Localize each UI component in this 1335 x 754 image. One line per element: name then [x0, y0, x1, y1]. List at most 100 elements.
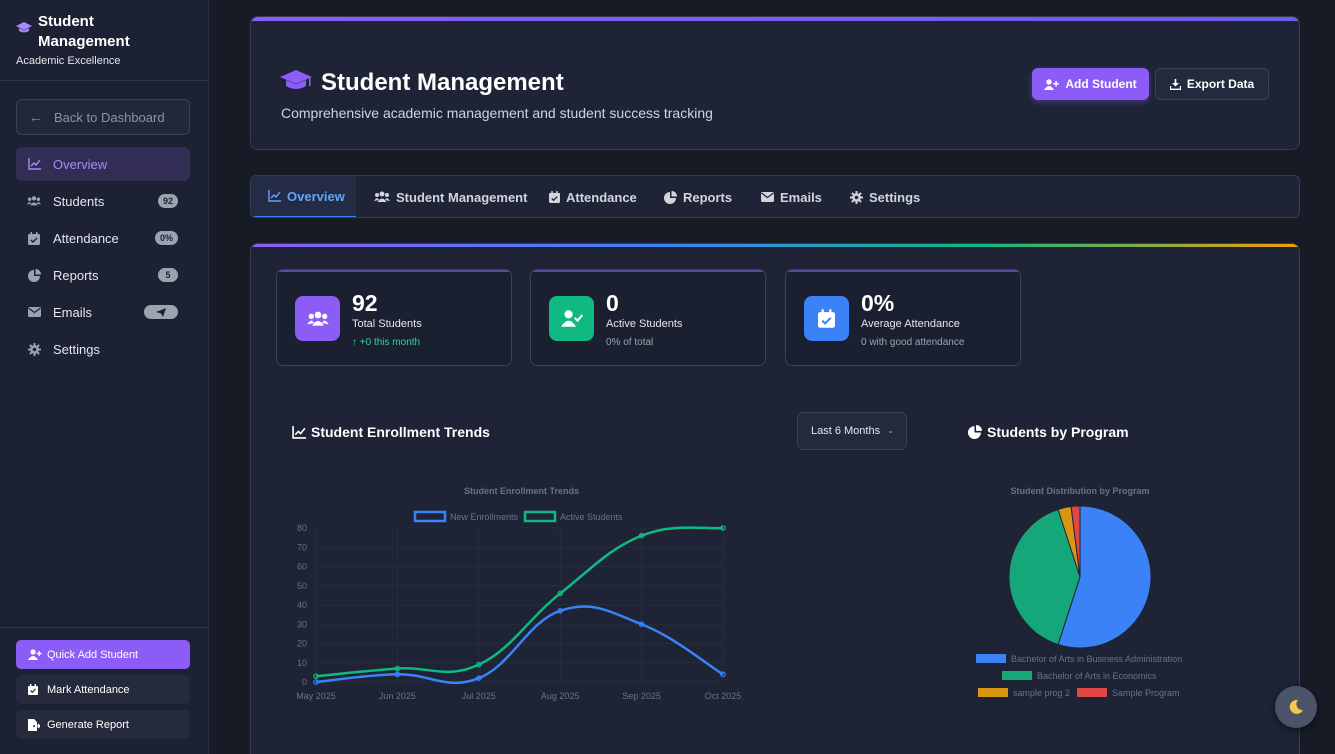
envelope-icon	[27, 305, 41, 319]
stat-note: 0% of total	[606, 337, 654, 348]
arrow-left-icon: ←	[29, 109, 43, 125]
chart-title: Student Enrollment Trends	[464, 486, 579, 496]
stat-label: Total Students	[352, 318, 422, 330]
count-badge: 92	[157, 194, 178, 208]
pie-slice	[1070, 505, 1081, 578]
count-badge: 5	[158, 268, 178, 282]
x-tick-label: Sep 2025	[622, 691, 661, 701]
stat-card-active-students: 0 Active Students 0% of total	[530, 269, 766, 366]
tab-student-management[interactable]: Student Management	[374, 176, 528, 217]
users-icon	[27, 194, 41, 208]
accent-bar	[251, 17, 1299, 21]
sidebar-item-reports[interactable]: Reports 5	[16, 258, 190, 292]
sidebar-item-label: Emails	[53, 304, 93, 320]
data-point	[557, 590, 564, 597]
generate-report-button[interactable]: Generate Report	[16, 710, 190, 739]
stat-value: 0%	[861, 290, 895, 316]
y-tick-label: 20	[297, 639, 307, 649]
y-tick-label: 50	[297, 581, 307, 591]
pie-slice	[1008, 508, 1081, 646]
theme-toggle-button[interactable]	[1275, 686, 1317, 728]
paper-plane-icon	[156, 307, 166, 317]
sidebar-item-settings[interactable]: Settings	[16, 332, 190, 366]
calendar-check-icon	[28, 684, 42, 695]
stat-note-text: +0 this month	[359, 337, 421, 348]
chart-title: Student Distribution by Program	[1010, 486, 1149, 496]
data-point	[394, 671, 401, 678]
data-point	[720, 525, 726, 531]
data-point	[313, 679, 319, 685]
sidebar-item-label: Attendance	[53, 230, 119, 246]
calendar-check-icon	[549, 191, 560, 203]
legend-label: Sample Program	[1112, 688, 1180, 698]
tab-overview[interactable]: Overview	[251, 176, 356, 217]
add-student-button[interactable]: Add Student	[1032, 68, 1149, 100]
data-point	[638, 621, 645, 628]
mark-attendance-label: Mark Attendance	[47, 683, 130, 696]
sidebar-item-label: Reports	[53, 267, 99, 283]
y-tick-label: 10	[297, 658, 307, 668]
enrollment-trends-panel: Student Enrollment Trends Last 6 Months …	[276, 394, 926, 754]
chevron-down-icon: ⌄	[887, 426, 894, 435]
send-badge	[144, 305, 178, 319]
envelope-icon	[761, 192, 774, 202]
pie-chart-icon	[27, 268, 41, 282]
tab-emails[interactable]: Emails	[761, 176, 822, 217]
quick-add-label: Quick Add Student	[47, 648, 139, 661]
y-tick-label: 30	[297, 619, 307, 629]
mark-attendance-button[interactable]: Mark Attendance	[16, 675, 190, 704]
chart-line-icon	[27, 157, 41, 171]
quick-add-student-button[interactable]: Quick Add Student	[16, 640, 190, 669]
divider	[0, 627, 208, 628]
tab-bar: Overview Student Management Attendance R…	[250, 175, 1300, 218]
tab-reports[interactable]: Reports	[664, 176, 733, 217]
graduation-cap-icon	[16, 22, 32, 33]
y-tick-label: 40	[297, 600, 307, 610]
user-check-icon	[549, 296, 594, 341]
data-point	[313, 673, 319, 680]
x-tick-label: Jul 2025	[462, 691, 496, 701]
tab-label: Emails	[780, 189, 822, 205]
overview-panel: 92 Total Students ↑ +0 this month 0 Acti…	[250, 243, 1300, 754]
panel-title-text: Student Enrollment Trends	[311, 424, 490, 440]
tab-label: Settings	[869, 189, 921, 205]
file-export-icon	[28, 718, 42, 731]
percent-badge: 0%	[154, 231, 178, 245]
legend-swatch	[1002, 671, 1032, 680]
legend-label: Active Students	[560, 512, 623, 522]
range-select[interactable]: Last 6 Months ⌄	[797, 412, 907, 450]
back-to-dashboard-button[interactable]: ← Back to Dashboard	[16, 99, 190, 135]
moon-icon	[1289, 699, 1303, 714]
brand-title: Student Management	[38, 13, 130, 50]
legend-label: New Enrollments	[450, 512, 519, 522]
legend-swatch	[523, 510, 557, 523]
legend-swatch	[1077, 688, 1107, 697]
users-icon	[295, 296, 340, 341]
stat-note: ↑ +0 this month	[352, 337, 420, 348]
sidebar-nav: Overview Students 92 Attendance 0% Repor…	[16, 147, 190, 369]
panel-title-text: Students by Program	[987, 424, 1129, 440]
data-point	[394, 665, 401, 672]
x-tick-label: Oct 2025	[705, 691, 742, 701]
data-point	[557, 607, 564, 614]
charts-canvas: Student Enrollment Trends New Enrollments…	[296, 486, 1182, 701]
sidebar-item-students[interactable]: Students 92	[16, 184, 190, 218]
range-select-value: Last 6 Months	[811, 425, 881, 437]
sidebar-item-overview[interactable]: Overview	[16, 147, 190, 181]
sidebar-item-attendance[interactable]: Attendance 0%	[16, 221, 190, 255]
tab-attendance[interactable]: Attendance	[549, 176, 637, 217]
tab-label: Student Management	[396, 189, 528, 205]
tab-settings[interactable]: Settings	[850, 176, 921, 217]
export-data-button[interactable]: Export Data	[1155, 68, 1269, 100]
gear-icon	[850, 190, 863, 204]
page-subtitle: Comprehensive academic management and st…	[281, 105, 713, 121]
stat-value: 0	[606, 290, 619, 316]
data-point	[638, 532, 645, 539]
tab-label: Reports	[683, 189, 733, 205]
stat-card-average-attendance: 0% Average Attendance 0 with good attend…	[785, 269, 1021, 366]
sidebar-item-label: Students	[53, 193, 105, 209]
sidebar-item-emails[interactable]: Emails	[16, 295, 190, 329]
page-title: Student Management	[321, 69, 564, 96]
x-tick-label: May 2025	[296, 691, 336, 701]
y-tick-label: 0	[302, 677, 307, 687]
